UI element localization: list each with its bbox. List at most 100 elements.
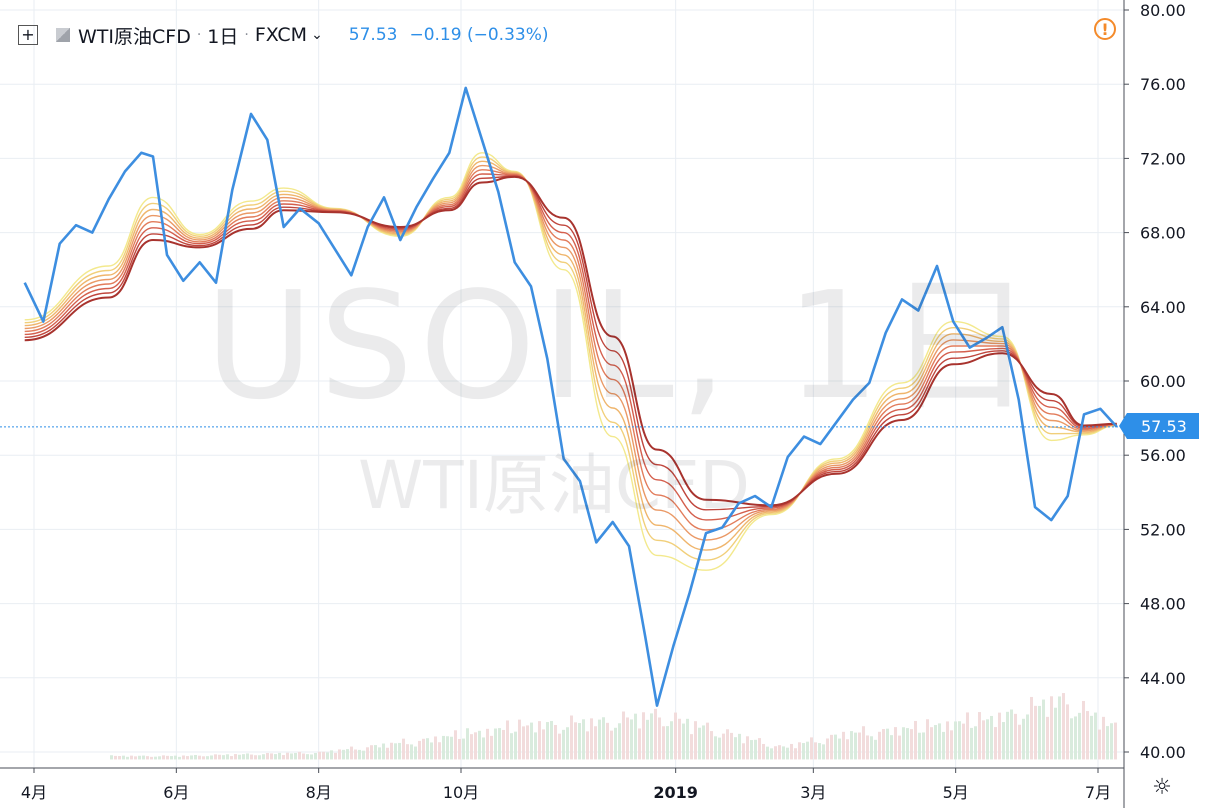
volume-bar xyxy=(706,722,709,760)
volume-bar xyxy=(170,756,173,760)
y-tick-label: 56.00 xyxy=(1140,446,1186,465)
volume-bar xyxy=(142,755,145,760)
ema-line xyxy=(24,160,1117,551)
volume-bar xyxy=(718,737,721,760)
y-tick-label: 64.00 xyxy=(1140,298,1186,317)
volume-bar xyxy=(570,715,573,760)
volume-bar xyxy=(382,743,385,760)
volume-bar xyxy=(798,742,801,760)
volume-bar xyxy=(318,751,321,760)
volume-bar xyxy=(758,738,761,760)
volume-bar xyxy=(362,750,365,760)
volume-bar xyxy=(810,737,813,760)
volume-bar xyxy=(890,735,893,760)
volume-bar xyxy=(446,736,449,760)
volume-bar xyxy=(190,755,193,760)
volume-bar xyxy=(286,752,289,760)
volume-bar xyxy=(386,747,389,760)
volume-bar xyxy=(1082,700,1085,760)
volume-bar xyxy=(1050,696,1053,760)
watermark-name: WTI原油CFD xyxy=(358,447,750,524)
volume-bar xyxy=(642,712,645,760)
volume-bar xyxy=(202,756,205,760)
volume-bar xyxy=(274,754,277,760)
volume-bar xyxy=(730,732,733,760)
volume-bar xyxy=(874,739,877,760)
add-icon[interactable]: + xyxy=(18,25,38,45)
volume-bar xyxy=(966,712,969,760)
volume-bar xyxy=(634,713,637,760)
volume-bar xyxy=(126,756,129,760)
x-tick-label: 10月 xyxy=(443,783,479,802)
warning-icon[interactable]: ! xyxy=(1094,18,1116,40)
volume-bar xyxy=(906,728,909,760)
volume-bar xyxy=(942,731,945,760)
volume-bar xyxy=(822,744,825,760)
y-tick-label: 60.00 xyxy=(1140,372,1186,391)
volume-bar xyxy=(486,728,489,760)
exchange-label[interactable]: FXCM xyxy=(254,24,308,46)
volume-bar xyxy=(618,723,621,760)
chevron-down-icon[interactable]: ⌄ xyxy=(311,27,323,43)
volume-bar xyxy=(242,754,245,760)
volume-bar xyxy=(878,731,881,760)
volume-bar xyxy=(470,734,473,760)
volume-bar xyxy=(682,723,685,760)
volume-bar xyxy=(722,733,725,760)
volume-bar xyxy=(590,718,593,760)
volume-bar xyxy=(482,737,485,760)
volume-bar xyxy=(978,712,981,760)
quote-change: −0.19 (−0.33%) xyxy=(409,25,549,45)
volume-bar xyxy=(918,732,921,760)
volume-bar xyxy=(698,727,701,760)
volume-bar xyxy=(390,742,393,760)
volume-bar xyxy=(794,748,797,760)
volume-bar xyxy=(230,756,233,760)
volume-bar xyxy=(574,722,577,760)
separator-dot: · xyxy=(244,27,249,43)
volume-bar xyxy=(430,742,433,760)
y-tick-label: 48.00 xyxy=(1140,595,1186,614)
volume-bar xyxy=(1046,716,1049,760)
volume-bar xyxy=(358,749,361,760)
volume-bar xyxy=(158,756,161,760)
volume-bar xyxy=(842,731,845,760)
volume-bar xyxy=(246,753,249,760)
volume-bar xyxy=(1090,715,1093,760)
volume-bar xyxy=(278,752,281,760)
volume-bar xyxy=(886,728,889,760)
volume-bar xyxy=(650,713,653,760)
volume-bar xyxy=(290,753,293,760)
volume-bar xyxy=(1038,705,1041,760)
volume-bar xyxy=(866,735,869,760)
volume-bar xyxy=(602,717,605,760)
volume-bar xyxy=(778,745,781,760)
volume-bar xyxy=(894,727,897,760)
volume-bar xyxy=(922,732,925,760)
volume-bar xyxy=(846,739,849,760)
volume-bar xyxy=(222,755,225,760)
price-line xyxy=(23,86,1118,707)
volume-bar xyxy=(898,735,901,760)
volume-bar xyxy=(586,731,589,760)
volume-bar xyxy=(146,756,149,760)
volume-bar xyxy=(394,743,397,760)
volume-bar xyxy=(166,755,169,760)
volume-bar xyxy=(850,731,853,760)
symbol-name[interactable]: WTI原油CFD xyxy=(78,25,191,48)
interval-label[interactable]: 1日 xyxy=(207,25,239,48)
volume-bar xyxy=(902,727,905,760)
volume-bar xyxy=(770,748,773,760)
volume-bar xyxy=(598,719,601,760)
volume-bar xyxy=(490,735,493,760)
ema-line xyxy=(24,156,1117,561)
settings-icon[interactable]: ☼ xyxy=(1152,774,1172,800)
volume-bar xyxy=(994,727,997,760)
volume-bar xyxy=(254,755,257,760)
volume-bar xyxy=(678,718,681,760)
volume-bar xyxy=(466,728,469,760)
separator-dot: · xyxy=(196,27,202,43)
volume-bar xyxy=(806,741,809,760)
